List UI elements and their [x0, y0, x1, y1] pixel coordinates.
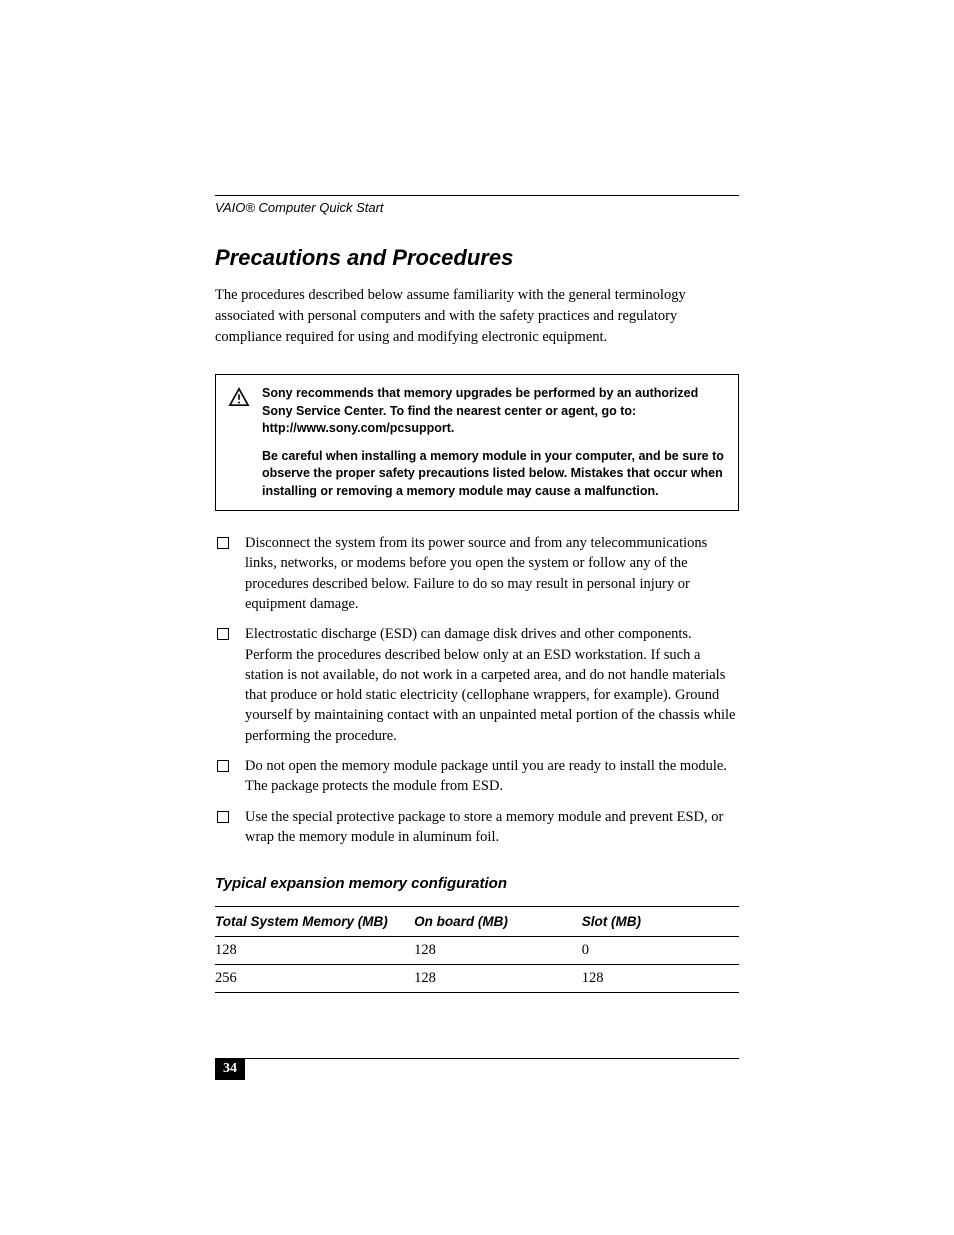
bullet-text: Use the special protective package to st… — [245, 807, 739, 848]
table-header-total: Total System Memory (MB) — [215, 907, 414, 937]
list-item: Disconnect the system from its power sou… — [215, 533, 739, 614]
warning-box: Sony recommends that memory upgrades be … — [215, 374, 739, 511]
header-rule — [215, 195, 739, 196]
running-head: VAIO® Computer Quick Start — [215, 200, 739, 215]
bullet-text: Do not open the memory module package un… — [245, 756, 739, 797]
bullet-text: Disconnect the system from its power sou… — [245, 533, 739, 614]
table-cell: 128 — [582, 965, 739, 993]
table-row: 128 128 0 — [215, 937, 739, 965]
table-header-slot: Slot (MB) — [582, 907, 739, 937]
section-title: Precautions and Procedures — [215, 245, 739, 271]
page-number: 34 — [215, 1058, 245, 1080]
bullet-text: Electrostatic discharge (ESD) can damage… — [245, 624, 739, 746]
list-item: Do not open the memory module package un… — [215, 756, 739, 797]
table-row: 256 128 128 — [215, 965, 739, 993]
subsection-title: Typical expansion memory configuration — [215, 875, 739, 892]
list-item: Electrostatic discharge (ESD) can damage… — [215, 624, 739, 746]
table-cell: 128 — [414, 965, 582, 993]
table-cell: 0 — [582, 937, 739, 965]
checkbox-bullet-icon — [217, 811, 229, 823]
page-container: VAIO® Computer Quick Start Precautions a… — [0, 0, 954, 1235]
warning-text: Sony recommends that memory upgrades be … — [262, 385, 726, 500]
table-cell: 256 — [215, 965, 414, 993]
intro-paragraph: The procedures described below assume fa… — [215, 285, 739, 348]
table-header-row: Total System Memory (MB) On board (MB) S… — [215, 907, 739, 937]
checkbox-bullet-icon — [217, 628, 229, 640]
memory-config-table: Total System Memory (MB) On board (MB) S… — [215, 906, 739, 993]
bullet-list: Disconnect the system from its power sou… — [215, 533, 739, 847]
list-item: Use the special protective package to st… — [215, 807, 739, 848]
checkbox-bullet-icon — [217, 760, 229, 772]
page-footer: 34 — [215, 1058, 739, 1080]
footer-rule — [245, 1058, 739, 1059]
warning-paragraph-2: Be careful when installing a memory modu… — [262, 448, 726, 501]
table-cell: 128 — [215, 937, 414, 965]
checkbox-bullet-icon — [217, 537, 229, 549]
table-cell: 128 — [414, 937, 582, 965]
table-header-onboard: On board (MB) — [414, 907, 582, 937]
warning-icon — [228, 387, 250, 407]
warning-paragraph-1: Sony recommends that memory upgrades be … — [262, 385, 726, 438]
